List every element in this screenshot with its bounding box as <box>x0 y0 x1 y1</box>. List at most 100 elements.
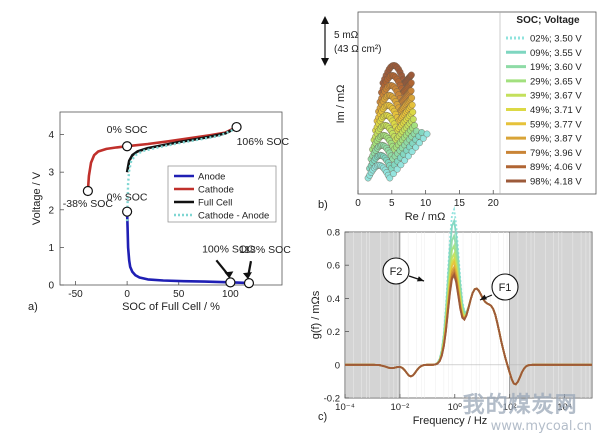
y-tick-label: 0.4 <box>327 294 340 305</box>
impedance-point <box>408 101 416 109</box>
legend-label: 59%; 3.77 V <box>530 119 582 130</box>
y-tick-label: -0.2 <box>324 394 340 405</box>
annotation-label: 0% SOC <box>107 192 148 204</box>
legend-label: 89%; 4.06 V <box>530 162 582 173</box>
series-line-anode <box>125 211 250 285</box>
impedance-point <box>408 94 416 102</box>
impedance-point <box>386 174 394 182</box>
y-tick-label: 0.8 <box>327 228 340 239</box>
impedance-point <box>401 156 409 164</box>
callout-circle <box>382 257 410 285</box>
impedance-point <box>412 143 420 151</box>
x-tick-label: 0 <box>355 198 361 209</box>
x-axis-label: Re / mΩ <box>405 211 446 223</box>
x-tick-label: 20 <box>488 198 500 209</box>
panel-a-voltage-chart: -50 0 50 100 0 1 2 3 4 SOC of Full Cell / % Voltag… <box>28 111 291 313</box>
x-axis-label: SOC of Full Cell / % <box>122 301 220 313</box>
x-tick-label: 10⁰ <box>448 402 463 413</box>
y-axis-label: g(f) / mΩs <box>310 290 322 339</box>
panel-b-impedance-chart: 0 5 10 15 20 Re / mΩ Im / mΩ b) 5 mΩ (43 Ω cm²) SO… <box>318 11 597 223</box>
impedance-point <box>393 165 401 173</box>
scale-bar-label: 5 mΩ <box>334 30 359 41</box>
legend-label: 29%; 3.65 V <box>530 76 582 87</box>
callout-arrowhead <box>417 276 424 282</box>
y-tick-label: 0.6 <box>327 261 340 272</box>
impedance-point <box>423 130 431 138</box>
legend-label: Anode <box>198 172 225 183</box>
annotation-marker <box>225 277 236 288</box>
legend-label: Cathode <box>198 185 234 196</box>
x-tick-label: 10⁴ <box>557 402 572 413</box>
panel-label-c: c) <box>318 411 327 423</box>
impedance-point <box>404 152 412 160</box>
annotation-label: 0% SOC <box>107 124 148 136</box>
x-tick-label: 10⁻⁴ <box>335 402 355 413</box>
impedance-point <box>407 71 415 79</box>
watermark: 我的煤炭网 www.mycoal.cn <box>463 387 592 434</box>
scale-bar-arrow-up <box>321 16 329 24</box>
panel-label-b: b) <box>318 199 328 211</box>
impedance-point <box>397 161 405 169</box>
callout-label: F2 <box>390 266 403 278</box>
annotation-marker <box>122 141 133 152</box>
legend-label: 79%; 3.96 V <box>530 148 582 159</box>
y-tick-label: 3 <box>48 168 54 179</box>
scale-bar-sublabel: (43 Ω cm²) <box>334 44 381 55</box>
x-tick-label: 100 <box>222 289 239 300</box>
legend-label: Cathode - Anode <box>198 211 269 222</box>
x-tick-label: 5 <box>389 198 395 209</box>
legend-label: 09%; 3.55 V <box>530 48 582 59</box>
impedance-point <box>408 148 416 156</box>
watermark-url: www.mycoal.cn <box>490 419 592 434</box>
impedance-point <box>407 79 415 87</box>
scale-bar-arrow-down <box>321 58 329 66</box>
impedance-point <box>419 134 427 142</box>
impedance-point <box>409 115 417 123</box>
legend-label: 19%; 3.60 V <box>530 62 582 73</box>
impedance-point <box>407 87 415 95</box>
x-tick-label: 15 <box>454 198 466 209</box>
x-tick-label: 10⁻² <box>391 402 410 413</box>
annotation-arrowhead <box>224 271 234 279</box>
callout-arrowhead <box>480 294 487 300</box>
y-tick-label: 4 <box>48 130 54 141</box>
annotation-marker <box>243 278 255 289</box>
legend-label: 98%; 4.18 V <box>530 177 582 188</box>
panel-c-drt-chart: 10⁻⁴ 10⁻² 10⁰ 10² 10⁴ -0.2 0 0.2 0.4 0.6 0.8 Freque… <box>310 205 593 427</box>
y-tick-label: 0 <box>48 281 54 292</box>
drt-curve <box>345 272 592 386</box>
y-tick-label: 0.2 <box>327 327 340 338</box>
annotation-label: -38% SOC <box>63 198 114 210</box>
legend-label: 69%; 3.87 V <box>530 134 582 145</box>
annotation-marker <box>231 121 242 133</box>
legend-title: SOC; Voltage <box>516 15 580 26</box>
impedance-point <box>390 170 397 178</box>
x-axis-label: Frequency / Hz <box>413 415 488 427</box>
annotation-label: 106% SOC <box>237 136 290 148</box>
x-tick-label: 10² <box>503 402 517 413</box>
annotation-label: 118% SOC <box>239 244 291 256</box>
legend-label: Full Cell <box>198 198 232 209</box>
annotation-arrowhead <box>242 272 252 280</box>
annotation-marker <box>122 206 133 217</box>
callout-label: F1 <box>499 282 512 294</box>
watermark-text: 我的煤炭网 <box>462 393 578 418</box>
y-tick-label: 1 <box>48 243 54 254</box>
annotation-marker <box>82 185 93 197</box>
legend-label: 49%; 3.71 V <box>530 105 582 116</box>
callout-circle <box>491 273 519 301</box>
legend-label: 39%; 3.67 V <box>530 91 582 102</box>
legend-label: 02%; 3.50 V <box>530 34 582 45</box>
y-tick-label: 2 <box>48 205 54 216</box>
y-axis-label: Im / mΩ <box>335 85 347 124</box>
panel-label-a: a) <box>28 301 38 313</box>
impedance-point <box>409 108 417 116</box>
annotation-label: 100% SOC <box>202 243 255 255</box>
x-tick-label: 10 <box>420 198 432 209</box>
impedance-point <box>416 139 423 147</box>
y-tick-label: 0 <box>335 360 340 371</box>
x-tick-label: 50 <box>173 289 185 300</box>
x-tick-label: 0 <box>124 289 130 300</box>
x-tick-label: -50 <box>68 289 83 300</box>
